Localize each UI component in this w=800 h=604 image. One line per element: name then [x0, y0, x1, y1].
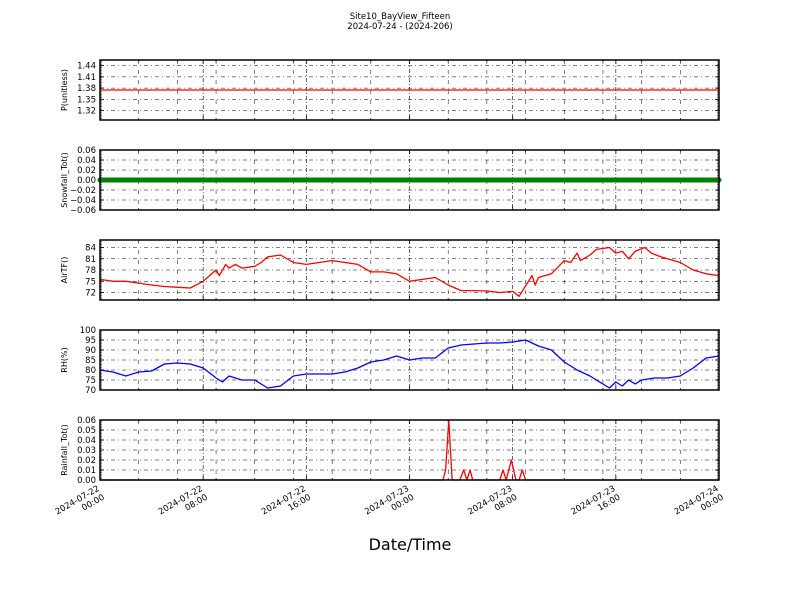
- y-axis-label: P(unitless): [60, 69, 69, 111]
- y-tick-label: 72: [85, 289, 96, 299]
- y-axis-label: RH(%): [60, 347, 69, 372]
- y-tick-label: 0.05: [77, 426, 96, 436]
- y-tick-label: 95: [85, 336, 96, 346]
- panel-4: 0.000.010.020.030.040.050.06 Rainfall_Tot…: [60, 416, 720, 486]
- y-tick-label: 85: [85, 356, 96, 366]
- series-line: [99, 246, 720, 297]
- y-tick-label: 1.41: [77, 73, 96, 83]
- y-tick-label: 70: [85, 386, 96, 396]
- panel-frame: [99, 149, 720, 211]
- y-tick-label: 78: [85, 266, 96, 276]
- y-tick-label: 80: [85, 366, 96, 376]
- y-tick-label: 0.01: [77, 466, 96, 476]
- y-tick-label: 0.00: [77, 176, 96, 186]
- y-tick-label: 1.32: [77, 107, 96, 117]
- series-line: [99, 339, 720, 389]
- y-tick-label: 0.06: [77, 416, 96, 426]
- y-tick-label: 0.04: [77, 436, 96, 446]
- y-tick-label: 90: [85, 346, 96, 356]
- panel-frame: [99, 59, 720, 121]
- y-tick-label: 0.06: [77, 146, 96, 156]
- y-tick-label: −0.06: [70, 206, 96, 216]
- y-tick-label: 1.35: [77, 95, 96, 105]
- y-tick-label: 0.02: [77, 166, 96, 176]
- panel-frame: [99, 329, 720, 391]
- y-tick-label: 75: [85, 277, 96, 287]
- panel-frame: [99, 239, 720, 301]
- y-tick-label: 0.03: [77, 446, 96, 456]
- y-tick-label: 100: [80, 326, 96, 336]
- y-axis-label: AirTF(): [60, 257, 69, 284]
- y-tick-label: 0.02: [77, 456, 96, 466]
- panel-1: −0.06−0.04−0.020.000.020.040.06 Snowfall_…: [60, 146, 722, 216]
- y-tick-label: 1.44: [77, 62, 96, 72]
- y-axis-label: Snowfall_Tot(): [60, 152, 69, 208]
- y-tick-label: 0.04: [77, 156, 96, 166]
- y-tick-label: 81: [85, 255, 96, 265]
- y-tick-label: 1.38: [77, 84, 96, 94]
- y-tick-label: −0.04: [70, 196, 96, 206]
- chart-subtitle: 2024-07-24 - (2024-206): [347, 22, 452, 32]
- y-tick-label: 84: [85, 244, 96, 254]
- panel-0: 1.32 1.351.381.411.44 P(unitless): [60, 59, 720, 121]
- y-axis-label: Rainfall_Tot(): [60, 424, 69, 476]
- chart-title: Site10_BayView_Fifteen: [350, 12, 451, 22]
- y-tick-label: 0.00: [77, 476, 96, 486]
- x-axis-label: Date/Time: [369, 535, 452, 554]
- y-tick-label: 75: [85, 376, 96, 386]
- y-tick-label: −0.02: [70, 186, 96, 196]
- panel-frame: [99, 419, 720, 481]
